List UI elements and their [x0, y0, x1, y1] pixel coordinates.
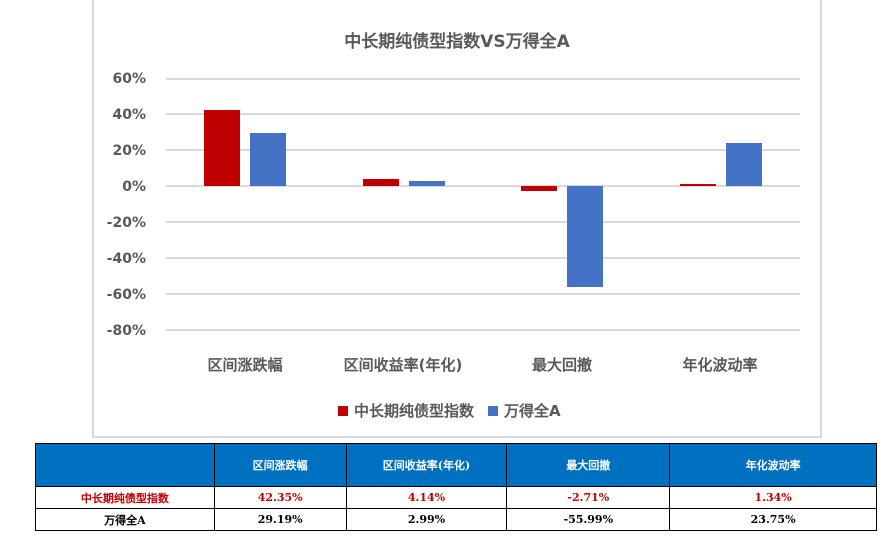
- y-tick-40: 40%: [112, 107, 146, 123]
- table-row: 中长期纯债型指数 42.35% 4.14% -2.71% 1.34%: [35, 486, 877, 509]
- legend-swatch-blue: [488, 405, 499, 416]
- gridline-zero: [166, 185, 800, 187]
- row-name: 中长期纯债型指数: [35, 486, 215, 509]
- table-cell: 23.75%: [669, 508, 877, 531]
- chart-title: 中长期纯债型指数VS万得全A: [344, 32, 570, 52]
- y-tick-neg40: -40%: [106, 251, 146, 267]
- legend-item-bond-index: 中长期纯债型指数: [338, 400, 474, 421]
- y-tick-20: 20%: [112, 143, 146, 159]
- y-tick-0: 0%: [122, 179, 146, 195]
- table-header: 区间涨跌幅: [213, 443, 347, 487]
- bar-bond-index: [362, 178, 399, 186]
- x-label-annualized-volatility: 年化波动率: [682, 356, 758, 374]
- gridline: [166, 149, 800, 151]
- bar-wind-a: [250, 133, 287, 186]
- gridline: [166, 113, 800, 115]
- table-cell: 29.19%: [213, 508, 347, 531]
- table-cell: 4.14%: [345, 486, 508, 509]
- table-row: 万得全A 29.19% 2.99% -55.99% 23.75%: [35, 508, 877, 531]
- legend-swatch-red: [338, 405, 348, 416]
- table-cell: 2.99%: [345, 508, 508, 531]
- y-tick-60: 60%: [112, 71, 146, 87]
- gridline: [166, 293, 800, 295]
- bar-bond-index: [679, 183, 716, 186]
- table-header-blank: [35, 443, 215, 487]
- table-header-row: 区间涨跌幅 区间收益率(年化) 最大回撤 年化波动率: [35, 443, 877, 487]
- bar-bond-index: [521, 186, 558, 191]
- gridline: [166, 257, 800, 259]
- y-tick-neg60: -60%: [106, 287, 146, 303]
- gridline: [166, 221, 800, 223]
- table-cell: 1.34%: [669, 486, 877, 509]
- bar-wind-a: [725, 143, 762, 186]
- table-cell: 42.35%: [213, 486, 347, 509]
- legend-item-wind-a: 万得全A: [488, 400, 561, 421]
- chart-container: [92, 0, 822, 438]
- bar-wind-a: [408, 180, 445, 186]
- bar-wind-a: [567, 186, 604, 287]
- y-tick-neg20: -20%: [106, 215, 146, 231]
- row-name: 万得全A: [35, 508, 215, 531]
- y-tick-neg80: -80%: [106, 323, 146, 339]
- x-label-annualized-return: 区间收益率(年化): [343, 356, 463, 374]
- gridline: [166, 78, 800, 80]
- x-label-range-change: 区间涨跌幅: [207, 356, 283, 374]
- legend-label: 万得全A: [504, 402, 561, 420]
- x-label-max-drawdown: 最大回撤: [531, 356, 592, 374]
- comparison-table: 区间涨跌幅 区间收益率(年化) 最大回撤 年化波动率 中长期纯债型指数 42.3…: [35, 443, 877, 531]
- chart-legend: 中长期纯债型指数 万得全A: [338, 400, 575, 421]
- table-cell: -55.99%: [506, 508, 671, 531]
- table-cell: -2.71%: [506, 486, 671, 509]
- bar-bond-index: [204, 109, 241, 186]
- table-header: 最大回撤: [506, 443, 671, 487]
- table-header: 年化波动率: [669, 443, 877, 487]
- table-header: 区间收益率(年化): [345, 443, 508, 487]
- legend-label: 中长期纯债型指数: [354, 402, 475, 420]
- gridline: [166, 329, 800, 331]
